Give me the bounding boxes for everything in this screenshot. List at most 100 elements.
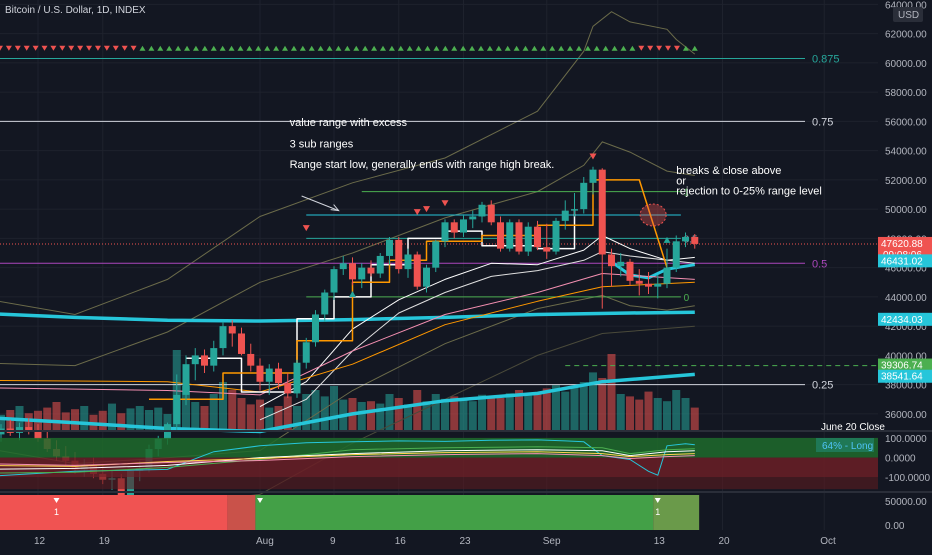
candle-body <box>330 269 338 293</box>
signal-triangle <box>192 45 199 51</box>
price-label: 42434.03 <box>878 312 932 326</box>
volume-bar <box>117 413 126 430</box>
candle-body <box>302 342 310 363</box>
volume-bar <box>0 414 5 430</box>
annotation-text: value range with excess <box>290 117 408 129</box>
signal-triangle <box>228 45 235 51</box>
volume-bar <box>126 408 135 430</box>
volume-bar <box>145 410 153 430</box>
candle-body <box>386 239 393 256</box>
candle-body <box>580 182 588 210</box>
price-axis: 64000.00 62000.00 60000.00 58000.00 56000.00… <box>878 0 932 421</box>
signal-triangle <box>41 45 48 51</box>
candle <box>663 248 671 289</box>
candle <box>441 219 449 248</box>
volume-bar <box>80 406 89 430</box>
signal-triangle <box>139 45 146 51</box>
signal-triangle <box>638 45 645 51</box>
volume-bar <box>293 406 301 430</box>
osc-tick-label: 0.0000 <box>885 454 916 465</box>
signal-triangle <box>362 45 369 51</box>
osc-badge: 64% - Long <box>822 441 873 452</box>
price-tick-label: 50000.00 <box>885 205 927 216</box>
candle-body <box>219 326 227 349</box>
price-tick-label: 46000.00 <box>885 264 927 275</box>
volume-bar <box>468 401 477 430</box>
signal-triangle <box>513 45 520 51</box>
signal-triangle <box>175 45 182 51</box>
candle-body <box>682 236 689 242</box>
signal-triangle <box>290 45 297 51</box>
volume-bar <box>570 386 579 430</box>
signal-triangle <box>656 45 663 51</box>
volume-bar <box>367 401 375 430</box>
signal-triangle <box>273 45 280 51</box>
price-tick-label: 38000.00 <box>885 381 927 392</box>
price-tick-label: 54000.00 <box>885 147 927 158</box>
candle-body <box>487 204 495 223</box>
fib-levels: 0.875 0.75 0.5 0.25 <box>0 54 840 392</box>
candle <box>404 248 412 278</box>
volume-bar <box>274 406 283 430</box>
volume-bar <box>182 386 190 430</box>
signal-triangle <box>558 45 565 51</box>
volume-bar <box>98 410 107 430</box>
candle <box>423 264 430 293</box>
annotations: value range with excess 3 sub ranges Range… <box>290 117 822 198</box>
volume-bar <box>616 394 625 430</box>
signal-marker <box>589 153 597 160</box>
candle-body <box>571 209 578 211</box>
signal-triangle <box>23 45 30 51</box>
price-label-value: 47620.88 <box>881 239 923 250</box>
candle <box>367 260 375 277</box>
time-axis: 12 19 Aug 9 16 23 Sep 13 20 Oct <box>34 536 836 547</box>
candle-body <box>663 267 671 284</box>
currency-box <box>893 7 923 22</box>
price-label-value: 46431.02 <box>881 256 923 267</box>
bar-marker <box>53 498 60 503</box>
candle <box>487 200 495 226</box>
candle-body <box>404 254 412 270</box>
signal-triangle <box>406 45 413 51</box>
osc-tick-label: -100.0000 <box>885 473 930 484</box>
signal-triangle <box>549 45 556 51</box>
price-tick-label: 64000.00 <box>885 0 927 11</box>
candle <box>598 168 606 309</box>
volume-bar <box>228 390 237 430</box>
volume-bar <box>376 403 385 430</box>
fib-level-label: 0.75 <box>812 116 833 128</box>
candle-body <box>173 394 181 425</box>
signal-triangle <box>326 45 333 51</box>
volume-bar <box>515 390 523 430</box>
osc-bottom-label: June 20 Close <box>821 422 885 433</box>
candle-body <box>376 255 384 274</box>
candle <box>339 255 347 275</box>
osc-line <box>0 439 695 477</box>
candle-body <box>598 169 606 255</box>
bar-segment <box>653 495 700 530</box>
signal-triangle <box>424 45 431 51</box>
signal-triangle <box>629 45 636 51</box>
signal-triangle <box>451 45 458 51</box>
signal-triangle <box>531 45 538 51</box>
time-tick-label: 12 <box>34 536 46 547</box>
volume-bar <box>200 406 209 430</box>
signal-triangle <box>255 45 262 51</box>
candle <box>238 327 245 356</box>
candle-body <box>432 241 440 268</box>
candle-body <box>506 222 514 249</box>
candle <box>210 340 218 372</box>
volume-bar <box>441 398 449 430</box>
signal-triangle <box>460 45 467 51</box>
volume-bar <box>690 407 699 430</box>
volume-bar <box>135 406 144 430</box>
signal-triangle <box>353 45 360 51</box>
osc-badge-bg <box>816 438 874 452</box>
candle-body <box>441 222 449 242</box>
signal-triangle <box>593 45 600 51</box>
annotation-arrow <box>301 195 339 212</box>
signal-triangle <box>219 45 226 51</box>
candle-body <box>608 254 615 267</box>
osc-line <box>0 446 695 474</box>
candle-body <box>515 222 523 252</box>
